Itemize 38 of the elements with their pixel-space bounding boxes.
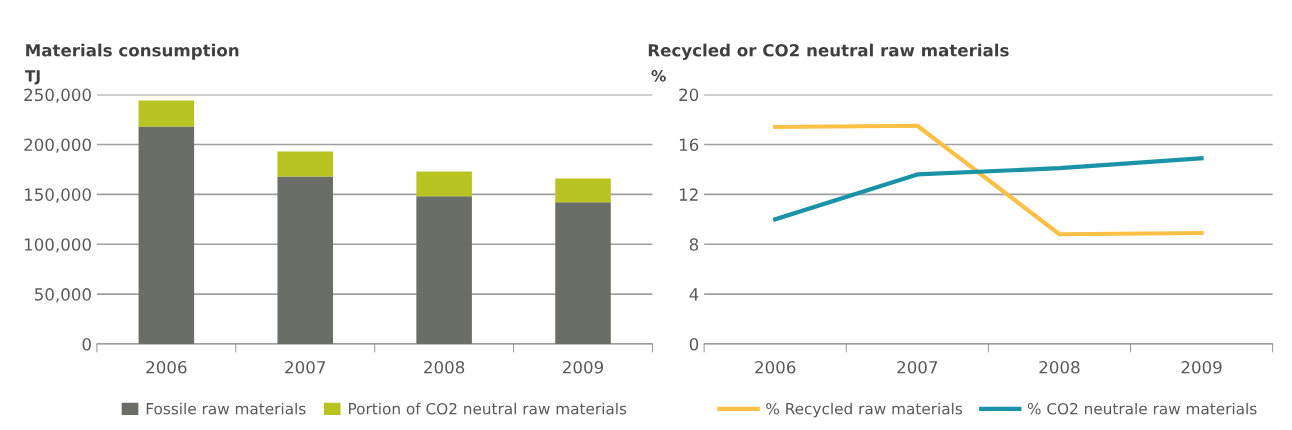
bar bbox=[138, 126, 195, 344]
y-tick-label: 200,000 bbox=[24, 138, 91, 153]
x-tick-label: 2006 bbox=[755, 360, 796, 374]
x-tick-label: 2007 bbox=[285, 360, 326, 374]
y-axis-title: % bbox=[651, 70, 666, 82]
y-tick-label: 250,000 bbox=[24, 88, 91, 103]
legend-label: % CO2 neutrale raw materials bbox=[1027, 402, 1257, 415]
bar bbox=[416, 196, 472, 344]
chart-title: Materials consumption bbox=[26, 43, 239, 60]
bar bbox=[277, 176, 334, 344]
bar bbox=[138, 100, 195, 127]
y-tick-label: 4 bbox=[689, 288, 699, 301]
y-tick-label: 0 bbox=[689, 337, 699, 351]
bar bbox=[416, 171, 472, 197]
bar bbox=[277, 151, 334, 177]
x-tick-label: 2009 bbox=[1181, 360, 1222, 374]
x-tick-label: 2009 bbox=[563, 360, 604, 374]
y-tick-label: 50,000 bbox=[35, 288, 91, 303]
x-tick-label: 2008 bbox=[1039, 360, 1080, 374]
x-tick-label: 2006 bbox=[146, 360, 187, 374]
y-tick-label: 8 bbox=[689, 238, 699, 251]
x-tick-label: 2007 bbox=[897, 360, 938, 374]
chart-title: Recycled or CO2 neutral raw materials bbox=[648, 43, 1009, 60]
legend-label: % Recycled raw materials bbox=[766, 402, 963, 418]
y-axis-title: TJ bbox=[25, 70, 40, 85]
line-series bbox=[773, 156, 1204, 222]
y-tick-label: 0 bbox=[82, 337, 91, 351]
y-tick-label: 100,000 bbox=[24, 238, 91, 253]
legend-label: Fossile raw materials bbox=[146, 402, 306, 415]
line-series bbox=[773, 123, 1204, 237]
y-tick-label: 150,000 bbox=[24, 188, 91, 203]
x-tick-label: 2008 bbox=[424, 360, 465, 374]
bar bbox=[555, 178, 611, 203]
y-tick-label: 20 bbox=[679, 88, 699, 102]
y-tick-label: 12 bbox=[679, 188, 698, 201]
legend-label: Portion of CO2 neutral raw materials bbox=[349, 402, 627, 415]
bar bbox=[555, 202, 611, 344]
y-tick-label: 16 bbox=[679, 138, 699, 152]
